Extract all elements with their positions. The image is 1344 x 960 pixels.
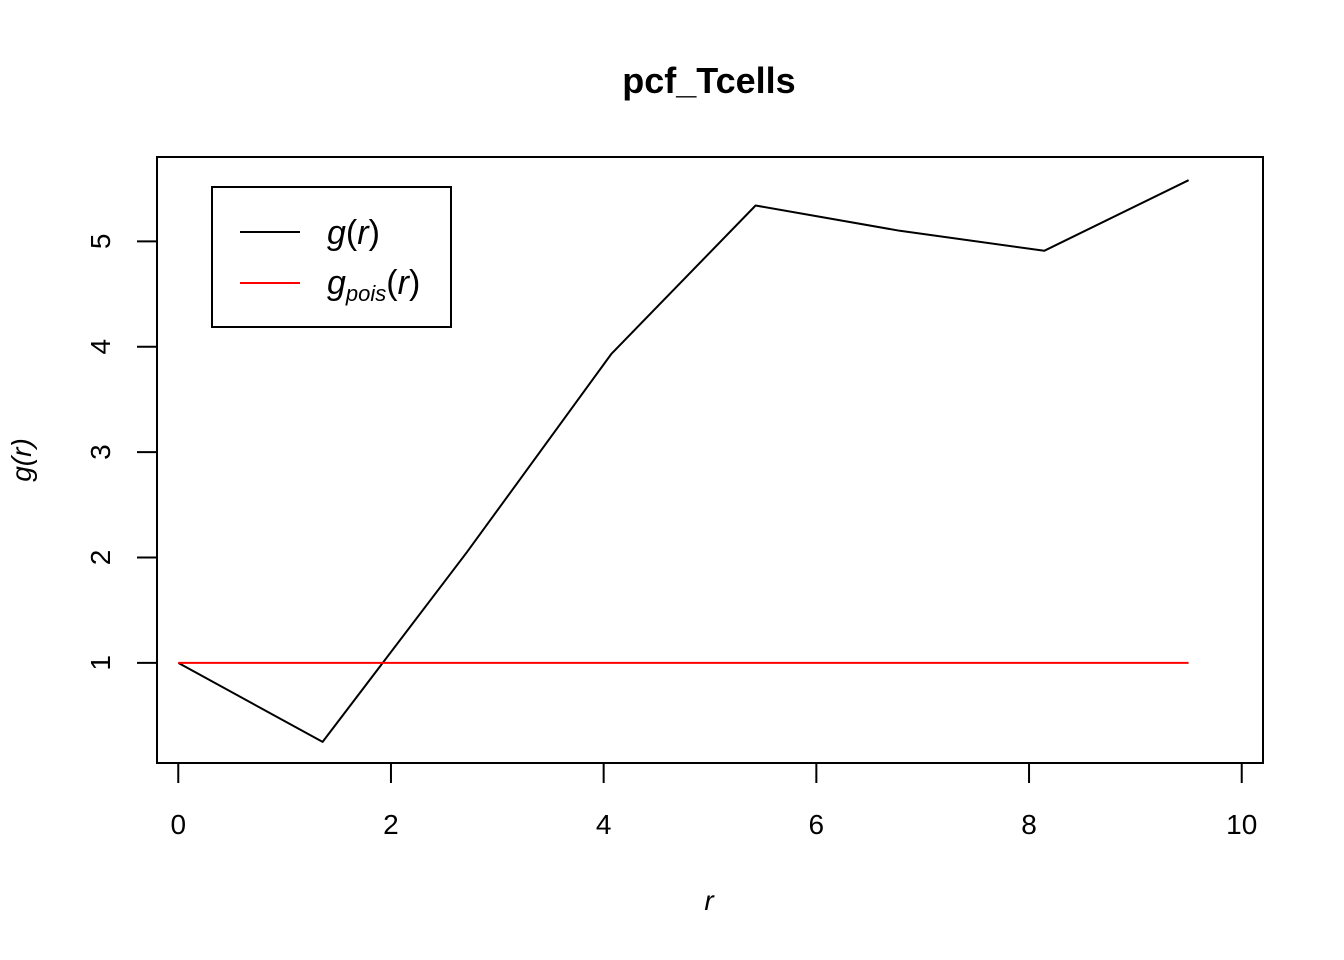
y-tick-label: 2 [85,550,116,566]
x-axis: 0 2 4 6 8 10 [170,762,1257,840]
x-tick-label: 0 [170,809,186,840]
legend-box [211,186,452,328]
y-axis: 1 2 3 4 5 [85,234,158,671]
y-tick-label: 1 [85,655,116,671]
legend-label-gpois: gpois(r) [327,264,420,306]
chart-title: pcf_Tcells [622,60,795,101]
y-tick-label: 4 [85,339,116,355]
series-layer [177,179,1190,743]
x-axis-label: r [704,885,715,916]
x-tick-label: 6 [809,809,825,840]
x-tick-label: 4 [596,809,612,840]
legend-label-g: g(r) [327,214,380,252]
y-tick-label: 3 [85,444,116,460]
x-tick-label: 8 [1021,809,1037,840]
y-axis-label: g(r) [6,438,37,482]
series-line-g [177,179,1190,743]
x-tick-label: 2 [383,809,399,840]
x-tick-label: 10 [1226,809,1257,840]
legend: g(r) gpois(r) [211,186,452,328]
y-tick-label: 5 [85,234,116,250]
